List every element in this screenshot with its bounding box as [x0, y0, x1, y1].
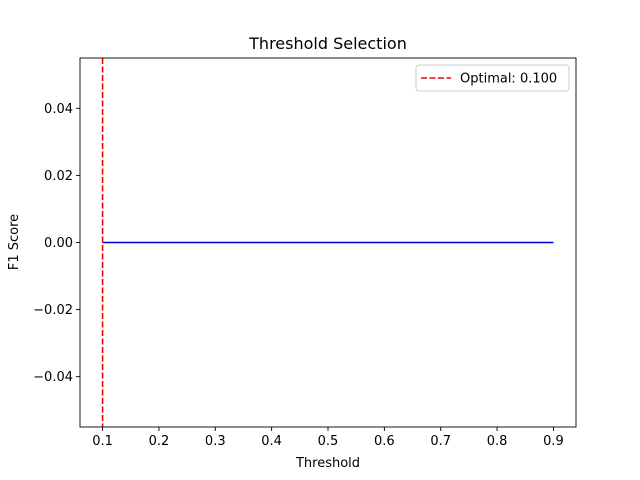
legend-box — [415, 64, 570, 92]
legend-entry-label: Optimal: 0.100 — [460, 72, 557, 87]
x-tick-label: 0.5 — [318, 434, 339, 449]
x-tick-label: 0.2 — [149, 434, 170, 449]
y-tick-label: 0.00 — [44, 236, 73, 251]
y-tick-label: −0.04 — [33, 370, 73, 385]
x-tick-label: 0.8 — [487, 434, 508, 449]
y-axis-label: F1 Score — [7, 214, 22, 270]
x-tick-label: 0.3 — [205, 434, 226, 449]
legend: Optimal: 0.100 — [415, 64, 570, 92]
y-tick-label: 0.04 — [44, 102, 73, 117]
x-tick-label: 0.7 — [430, 434, 451, 449]
x-tick-label: 0.6 — [374, 434, 395, 449]
x-axis-label: Threshold — [295, 456, 360, 471]
y-tick-label: −0.02 — [33, 303, 73, 318]
chart-title: Threshold Selection — [248, 34, 407, 53]
y-tick-label: 0.02 — [44, 169, 73, 184]
x-tick-label: 0.4 — [261, 434, 282, 449]
plot-area: 0.1 0.2 0.3 0.4 0.5 0.6 0.7 0.8 0.9 −0.04 −0.02 0.0… — [33, 57, 577, 449]
x-tick-label: 0.9 — [543, 434, 564, 449]
x-tick-label: 0.1 — [92, 434, 113, 449]
